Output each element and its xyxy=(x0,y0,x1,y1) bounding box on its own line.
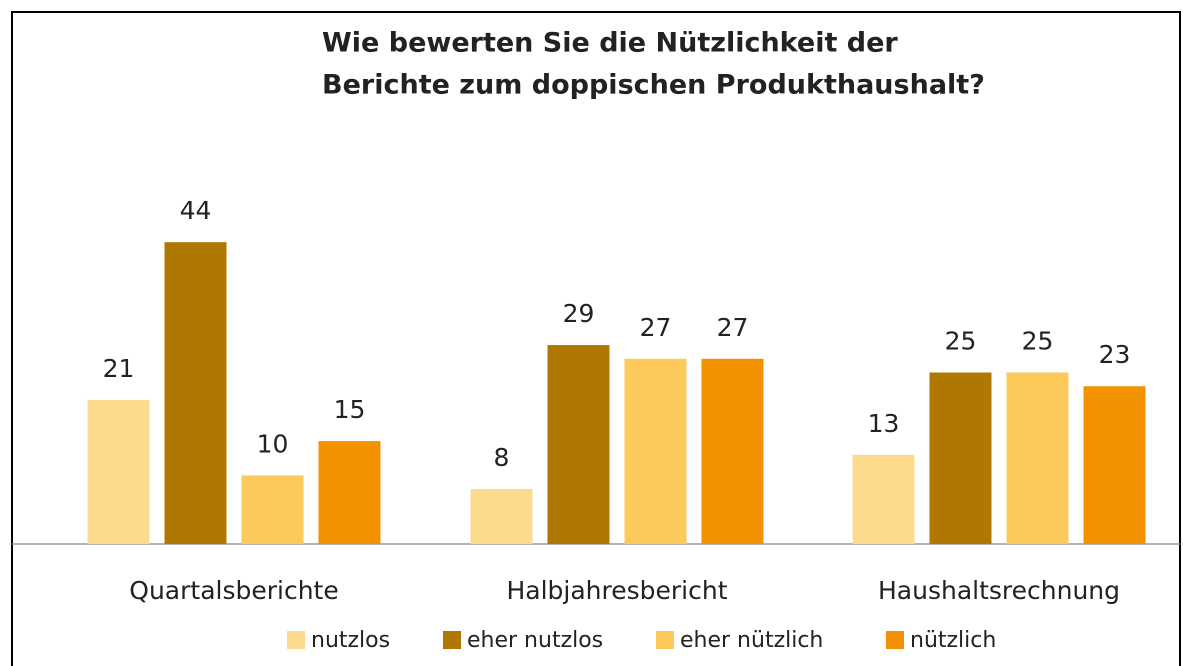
chart-title: Wie bewerten Sie die Nützlichkeit der xyxy=(322,28,898,59)
value-label: 25 xyxy=(945,327,977,356)
x-tick-label: Quartalsberichte xyxy=(129,576,338,605)
legend-swatch xyxy=(656,631,674,649)
value-label: 25 xyxy=(1022,327,1054,356)
value-label: 15 xyxy=(334,395,366,424)
bar xyxy=(87,399,150,544)
value-label: 21 xyxy=(103,354,135,383)
legend-swatch xyxy=(443,631,461,649)
bar xyxy=(318,441,381,544)
legend-swatch xyxy=(886,631,904,649)
value-label: 10 xyxy=(257,429,289,458)
value-label: 13 xyxy=(868,409,900,438)
value-label: 29 xyxy=(563,299,595,328)
legend-label: nützlich xyxy=(910,628,996,653)
chart-title: Berichte zum doppischen Produkthaushalt? xyxy=(322,70,985,101)
value-label: 44 xyxy=(180,196,212,225)
bar xyxy=(852,454,915,544)
bar xyxy=(929,372,992,544)
bar xyxy=(1006,372,1069,544)
legend-swatch xyxy=(287,631,305,649)
legend-label: eher nutzlos xyxy=(467,628,603,653)
x-tick-label: Haushaltsrechnung xyxy=(878,576,1120,605)
value-label: 27 xyxy=(640,313,672,342)
bar xyxy=(547,345,610,544)
x-tick-label: Halbjahresbericht xyxy=(506,576,727,605)
bar xyxy=(241,475,304,544)
bar xyxy=(470,489,533,544)
value-label: 8 xyxy=(494,443,510,472)
bar xyxy=(624,358,687,544)
bar xyxy=(164,242,227,544)
value-label: 27 xyxy=(717,313,749,342)
bar xyxy=(1083,386,1146,544)
legend-label: nutzlos xyxy=(311,628,390,653)
bar xyxy=(701,358,764,544)
value-label: 23 xyxy=(1099,340,1131,369)
legend-label: eher nützlich xyxy=(680,628,823,653)
